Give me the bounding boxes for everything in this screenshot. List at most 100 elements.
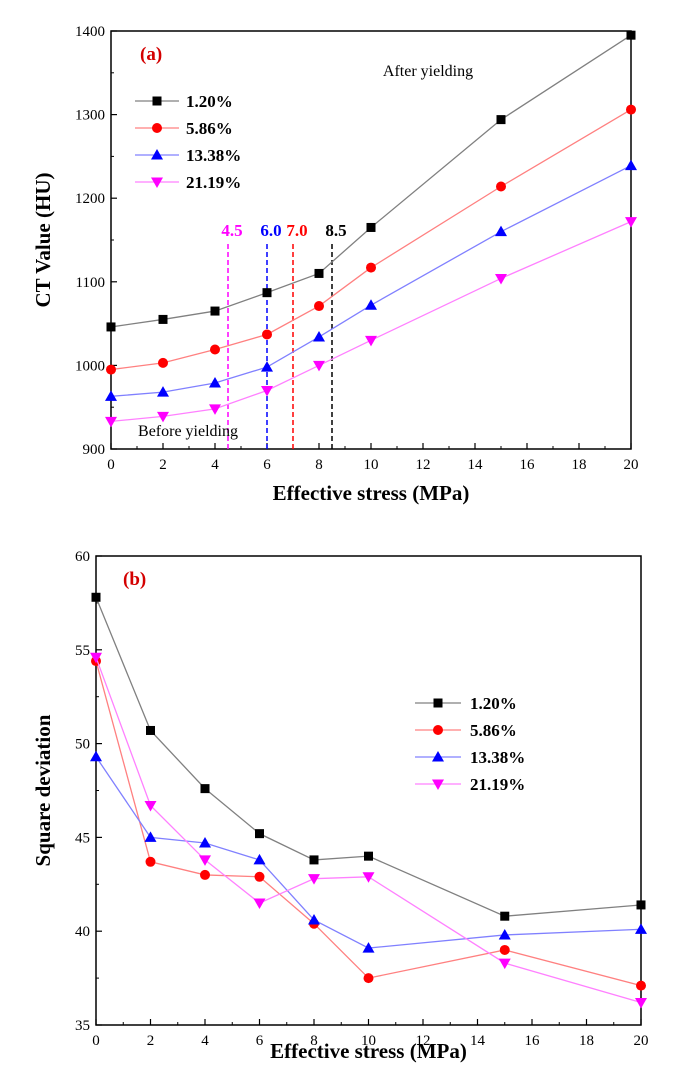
y-tick-label: 45 <box>75 830 90 846</box>
data-point <box>626 30 636 40</box>
legend-marker <box>433 725 443 735</box>
data-point <box>366 262 376 273</box>
series-line <box>110 165 632 397</box>
data-point <box>498 958 511 970</box>
series-0 <box>91 592 646 921</box>
x-tick-label: 2 <box>147 1033 155 1049</box>
series-line <box>95 756 642 949</box>
legend-label: 1.20% <box>470 694 517 713</box>
y-tick-label: 50 <box>75 737 90 753</box>
x-tick-label: 16 <box>525 1033 541 1049</box>
data-point <box>144 801 157 812</box>
data-point <box>625 159 637 171</box>
data-point <box>635 923 647 934</box>
y-tick-label: 1100 <box>76 275 105 291</box>
data-point <box>200 784 210 794</box>
x-tick-label: 4 <box>211 457 219 473</box>
x-tick-label: 0 <box>92 1033 100 1049</box>
data-point <box>635 997 647 1009</box>
data-point <box>158 357 168 368</box>
data-point <box>636 980 646 991</box>
data-point <box>365 335 377 347</box>
x-tick-label: 8 <box>315 457 323 473</box>
data-point <box>253 853 266 865</box>
series-2 <box>90 750 647 953</box>
data-point <box>498 928 511 940</box>
y-tick-label: 1000 <box>75 358 105 374</box>
x-tick-label: 2 <box>159 457 167 473</box>
panel-b: 0 2 4 6 8 10 12 14 16 18 20 35 40 45 50 55 60 Effective s… <box>31 549 649 1063</box>
data-point <box>313 360 325 372</box>
data-point <box>106 364 116 375</box>
panel-label: (a) <box>140 44 162 65</box>
y-tick-label: 1200 <box>75 191 105 207</box>
x-tick-label: 8 <box>310 1033 318 1049</box>
data-point <box>363 973 374 984</box>
data-point <box>496 115 506 125</box>
y-tick-label: 40 <box>75 924 90 940</box>
x-tick-label: 12 <box>416 1033 431 1049</box>
data-point <box>495 225 507 237</box>
series-1 <box>91 656 646 991</box>
before-yielding-label: Before yielding <box>138 423 238 440</box>
data-point <box>199 837 211 848</box>
data-point <box>157 386 169 397</box>
series-line <box>110 221 632 423</box>
data-point <box>90 652 102 664</box>
series-line <box>95 660 642 987</box>
legend-label: 21.19% <box>186 173 241 192</box>
legend-label: 5.86% <box>470 721 517 740</box>
legend-marker <box>152 96 162 106</box>
x-axis-title: Effective stress (MPa) <box>273 481 470 505</box>
legend-marker <box>433 698 443 708</box>
series-3 <box>105 217 637 428</box>
data-point <box>210 306 220 316</box>
x-tick-label: 14 <box>468 457 484 473</box>
series-line <box>110 34 632 328</box>
data-point <box>158 314 168 324</box>
data-point <box>626 104 636 115</box>
x-tick-label: 20 <box>624 457 639 473</box>
x-tick-label: 6 <box>256 1033 264 1049</box>
data-point <box>144 831 157 842</box>
data-point <box>308 913 320 925</box>
x-tick-label: 12 <box>416 457 431 473</box>
x-tick-label: 20 <box>634 1033 649 1049</box>
x-tick-label: 10 <box>361 1033 376 1049</box>
data-point <box>255 829 264 839</box>
x-tick-label: 16 <box>520 457 536 473</box>
legend-label: 1.20% <box>186 92 233 111</box>
x-tick-label: 4 <box>201 1033 209 1049</box>
yield-line-label: 4.5 <box>221 221 242 240</box>
data-point <box>157 411 169 423</box>
series-3 <box>90 652 647 1009</box>
after-yielding-label: After yielding <box>383 63 473 80</box>
data-point <box>366 222 376 232</box>
data-point <box>364 851 373 861</box>
x-tick-label: 6 <box>263 457 271 473</box>
y-axis-title: Square deviation <box>31 714 55 866</box>
series-2 <box>105 159 637 401</box>
y-tick-label: 55 <box>75 643 90 659</box>
x-tick-label: 14 <box>470 1033 486 1049</box>
data-point <box>261 361 273 372</box>
x-tick-label: 18 <box>572 457 587 473</box>
data-point <box>91 592 101 602</box>
plot-frame <box>95 555 642 1026</box>
data-point <box>314 301 324 312</box>
x-tick-label: 0 <box>107 457 115 473</box>
data-point <box>313 330 325 342</box>
yield-line-label: 8.5 <box>325 221 346 240</box>
series-line <box>95 597 642 917</box>
data-point <box>209 376 221 388</box>
panel-a: 0 2 4 6 8 10 12 14 16 18 20 900 1000 1100 1200 1300 1400… <box>31 24 639 505</box>
data-point <box>210 344 220 355</box>
legend-marker <box>151 177 163 188</box>
data-point <box>314 268 324 278</box>
data-point <box>105 416 117 428</box>
data-point <box>362 942 375 953</box>
data-point <box>146 725 155 735</box>
data-point <box>496 181 506 192</box>
